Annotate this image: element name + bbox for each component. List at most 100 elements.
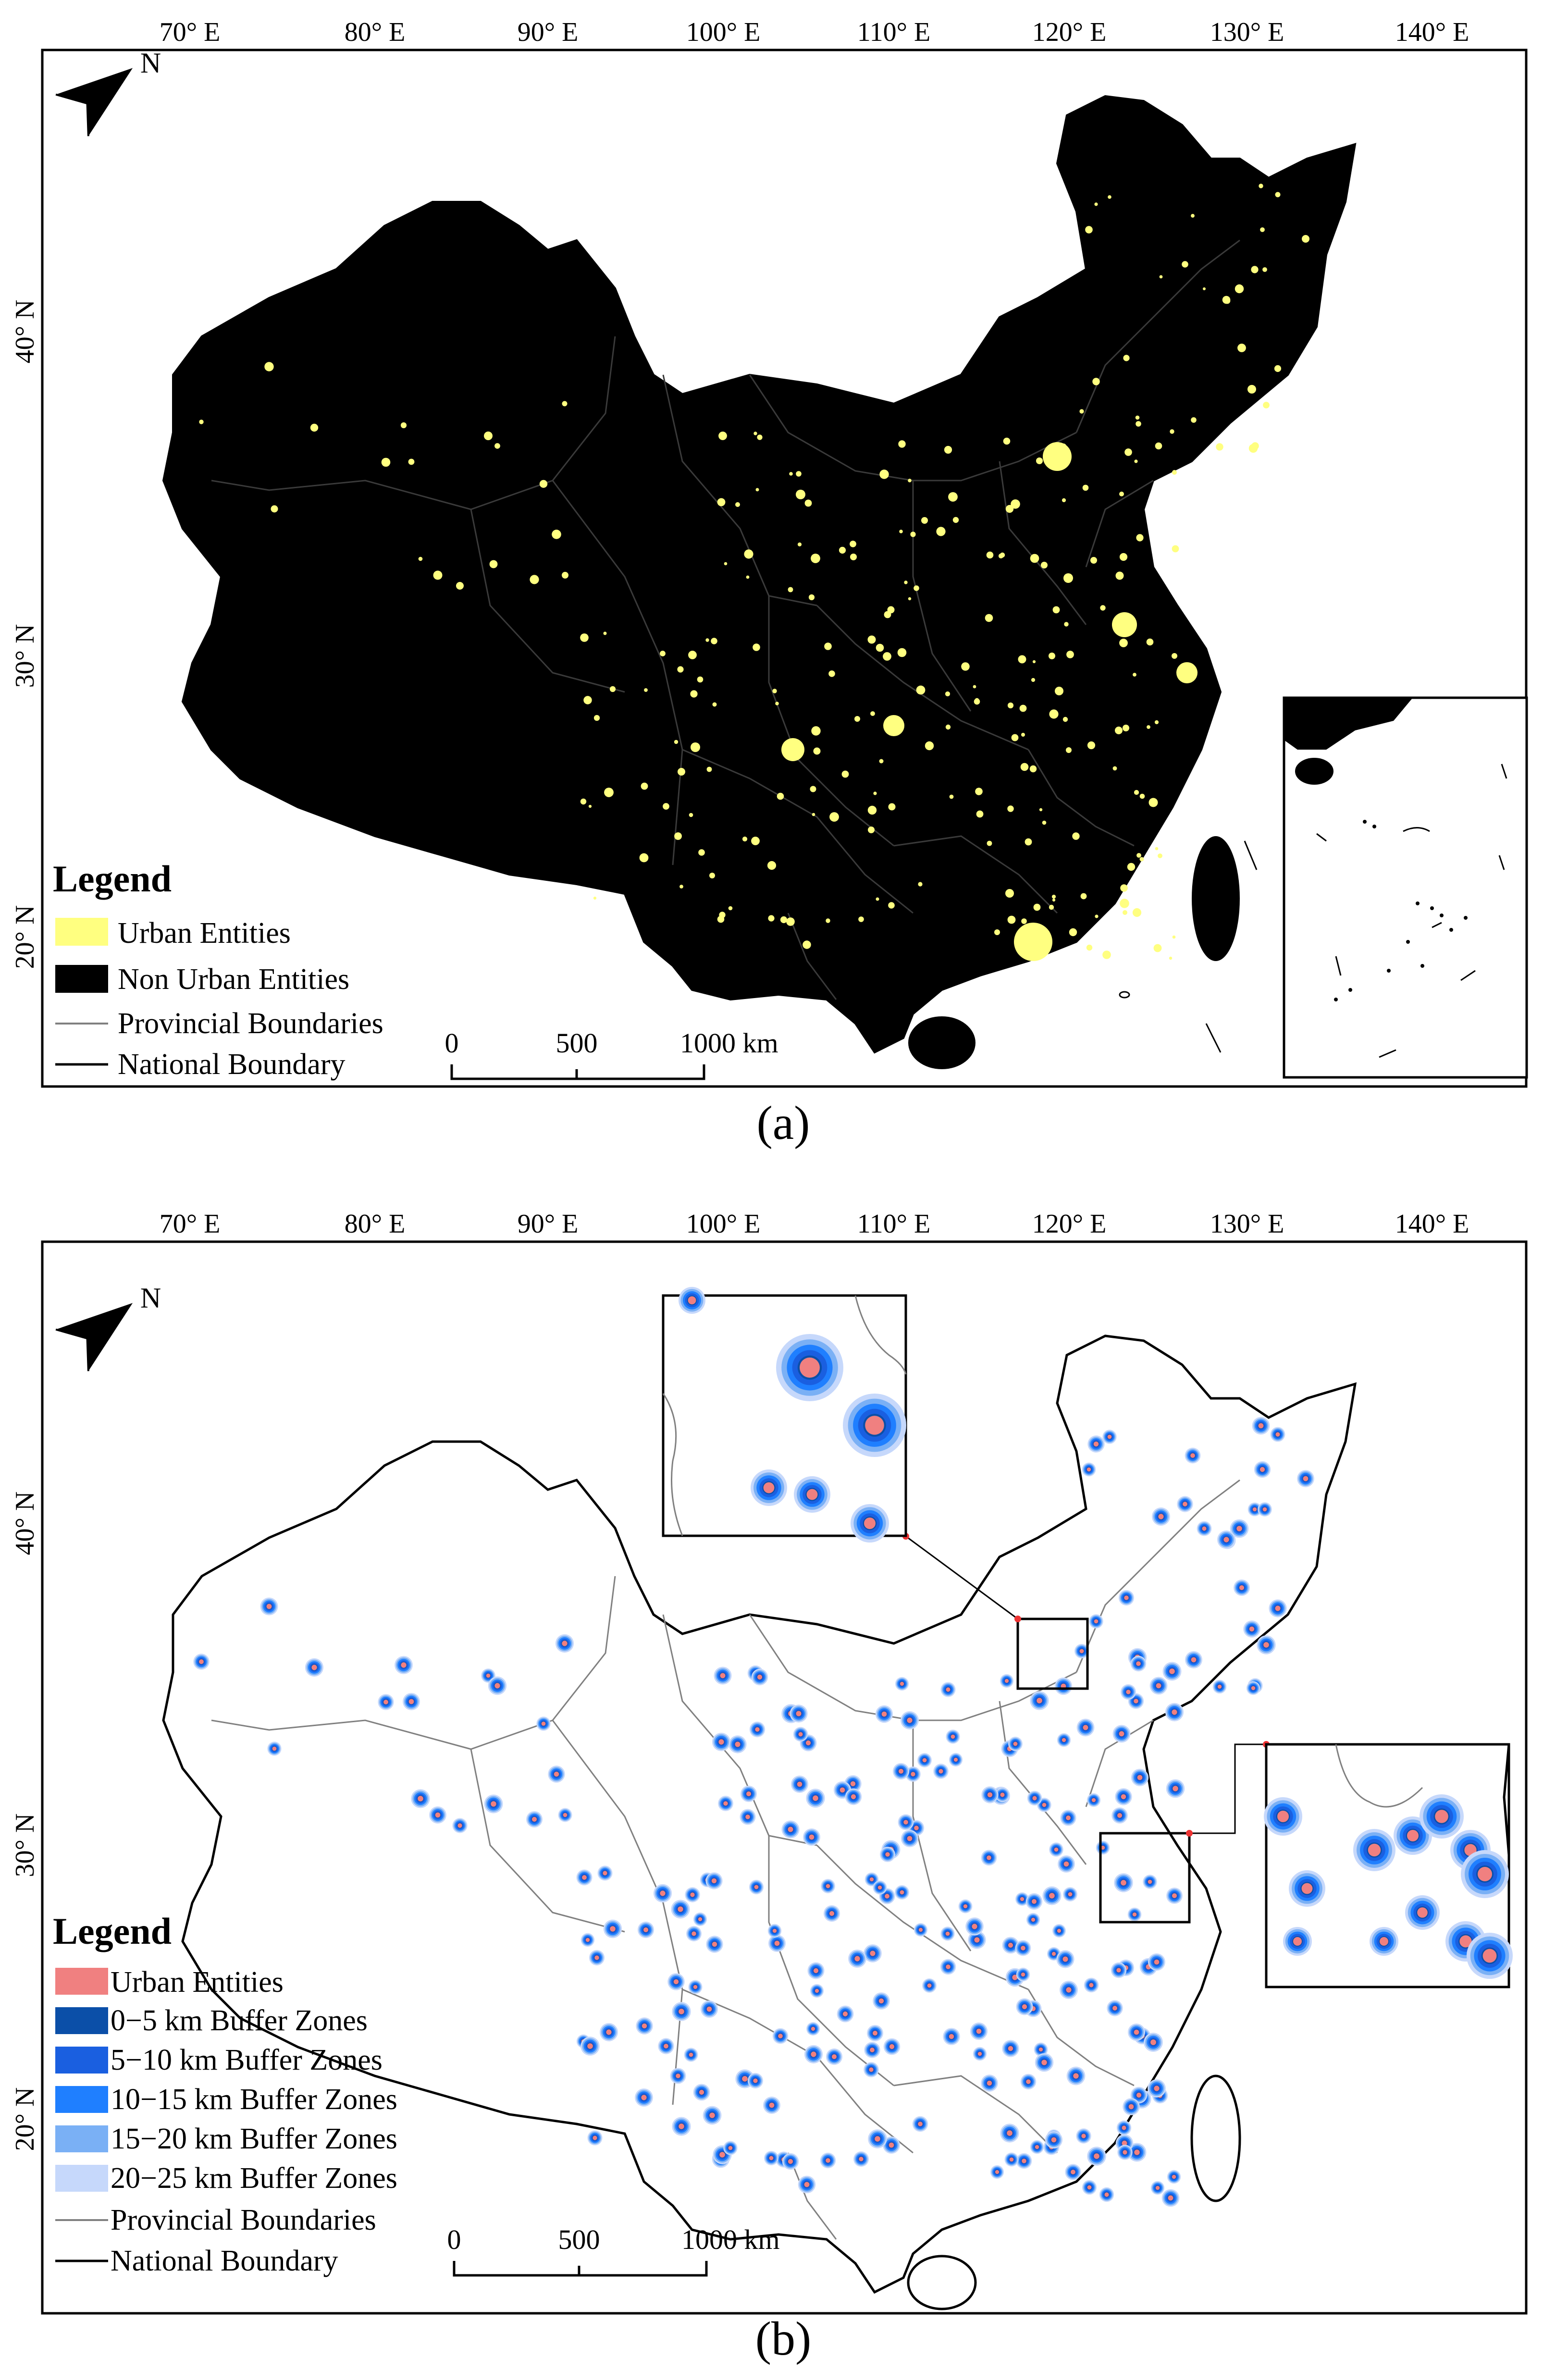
- urban-speck: [691, 742, 700, 752]
- urban-cluster: [883, 715, 904, 736]
- buffer-zone-site: [922, 1978, 937, 1993]
- legend-title-a: Legend: [53, 858, 172, 900]
- buffer-zone-site: [1096, 1840, 1110, 1855]
- buffer-zone-site: [767, 1924, 782, 1938]
- urban-speck: [751, 837, 760, 845]
- urban-speck: [1066, 651, 1074, 658]
- urban-speck: [1274, 365, 1282, 372]
- buffer-zone-site: [1057, 1733, 1071, 1747]
- buffer-zone-site: [791, 1776, 808, 1793]
- urban-speck: [539, 480, 548, 488]
- urban-speck: [1172, 653, 1177, 659]
- urban-speck: [975, 698, 979, 703]
- buffer-zone-site: [1166, 1779, 1185, 1798]
- lon-tick-130: 130° E: [1210, 17, 1284, 47]
- buffer-zone-site: [880, 1847, 895, 1862]
- urban-speck: [1170, 429, 1174, 434]
- urban-speck: [408, 458, 415, 465]
- urban-speck: [897, 648, 907, 657]
- buffer-zone-site: [826, 2048, 843, 2065]
- legend-label-national-a: National Boundary: [118, 1048, 346, 1081]
- urban-speck: [1235, 284, 1244, 294]
- buffer-zone-site: [603, 1919, 622, 1938]
- urban-speck: [1049, 904, 1054, 910]
- urban-speck: [755, 488, 759, 492]
- urban-speck: [1011, 734, 1019, 741]
- urban-speck: [870, 711, 875, 716]
- buffer-zone-site: [1030, 1691, 1049, 1710]
- urban-speck: [1148, 798, 1158, 807]
- buffer-zone-site: [806, 1789, 825, 1808]
- buffer-zone-site: [636, 2017, 653, 2035]
- urban-speck: [775, 702, 779, 705]
- buffer-zone-site: [718, 1796, 733, 1811]
- urban-speck: [705, 638, 709, 642]
- legend-a: Legend Urban Entities Non Urban Entities…: [53, 858, 383, 1081]
- urban-speck: [1158, 853, 1162, 858]
- urban-speck: [1064, 622, 1069, 627]
- urban-cluster: [1176, 662, 1198, 683]
- urban-speck: [1112, 766, 1117, 771]
- urban-speck: [908, 479, 912, 482]
- urban-speck: [987, 840, 992, 846]
- buffer-zone-site: [781, 1820, 800, 1839]
- urban-speck: [1139, 793, 1145, 799]
- south-china-sea-inset-a: [1283, 696, 1528, 1079]
- buffer-zone-site: [803, 1828, 820, 1846]
- buffer-zone-site: [747, 2073, 764, 2089]
- china-landmass-a: [162, 95, 1356, 1069]
- inset-urban-blob: [851, 1504, 889, 1543]
- urban-speck: [1095, 914, 1099, 918]
- inset-urban-blob: [1405, 1895, 1440, 1930]
- buffer-zone-site: [873, 1880, 887, 1895]
- lon-tick-140: 140° E: [1395, 17, 1469, 47]
- urban-speck: [604, 788, 614, 797]
- urban-speck: [772, 689, 777, 693]
- urban-speck: [494, 443, 500, 449]
- buffer-zone-site: [555, 1634, 574, 1653]
- urban-speck: [904, 580, 908, 584]
- buffer-zone-site: [1045, 2131, 1063, 2149]
- urban-speck: [868, 827, 875, 833]
- urban-speck: [1032, 660, 1036, 664]
- buffer-zone-site: [1252, 1417, 1270, 1435]
- lon-tick-70: 70° E: [160, 17, 221, 47]
- map-frame-a: [41, 49, 1528, 1088]
- buffer-zone-site: [600, 2023, 618, 2041]
- taiwan-island-a: [1192, 836, 1240, 961]
- buffer-zone-site: [949, 1753, 963, 1767]
- scale-bar-b: 0 500 1000 km: [447, 2224, 780, 2277]
- buffer-zone-site: [905, 1766, 921, 1782]
- buffer-zone-site: [1099, 2187, 1114, 2202]
- caption-b: (b): [755, 2312, 812, 2365]
- urban-speck: [1092, 378, 1100, 385]
- north-arrow-label-a: N: [140, 47, 161, 79]
- buffer-zone-site: [635, 2088, 653, 2107]
- buffer-zone-site: [1254, 1461, 1271, 1478]
- urban-speck: [1260, 227, 1265, 232]
- urban-speck: [1123, 355, 1130, 361]
- buffer-zone-site: [576, 1869, 593, 1886]
- urban-speck: [873, 791, 877, 795]
- urban-speck: [918, 882, 923, 887]
- urban-speck: [719, 912, 726, 918]
- buffer-zone-site: [867, 2025, 883, 2041]
- urban-speck: [1063, 573, 1073, 583]
- urban-speck: [910, 531, 916, 537]
- urban-speck: [709, 873, 715, 878]
- urban-speck: [1115, 571, 1124, 580]
- urban-speck: [609, 686, 616, 692]
- buffer-zone-site: [1112, 1725, 1131, 1743]
- buffer-zone-site: [536, 1716, 551, 1731]
- urban-speck: [1147, 725, 1150, 729]
- buffer-zone-site: [452, 1818, 468, 1833]
- urban-speck: [1182, 261, 1188, 268]
- buffer-zone-site: [1058, 1855, 1075, 1873]
- urban-speck: [1262, 267, 1267, 272]
- buffer-zones-b: [193, 1417, 1314, 2207]
- buffer-zone-site: [1065, 2164, 1081, 2180]
- legend-label-buffer-5-10: 5−10 km Buffer Zones: [111, 2044, 383, 2076]
- buffer-zone-site: [1247, 1502, 1262, 1517]
- legend-label-provincial-a: Provincial Boundaries: [118, 1007, 383, 1040]
- buffer-zone-site: [1004, 2152, 1019, 2167]
